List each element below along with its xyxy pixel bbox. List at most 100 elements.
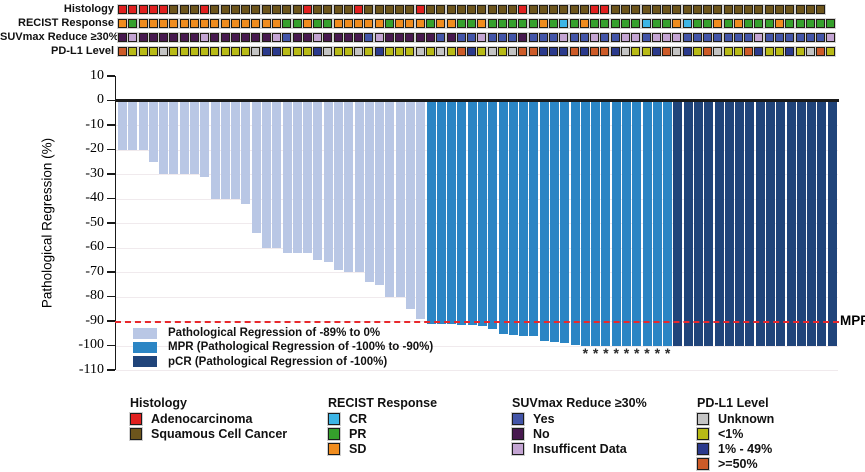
legend-item: Squamous Cell Cancer: [130, 426, 287, 441]
bar: [241, 101, 251, 204]
track-cell: [600, 5, 610, 14]
track-cell: [282, 33, 292, 42]
track-cell: [282, 19, 292, 28]
track-cell: [651, 47, 661, 56]
track-cell: [374, 47, 384, 56]
gridline: [116, 370, 838, 371]
track-cell: [569, 33, 579, 42]
track-cell: [713, 19, 723, 28]
track-cell: [425, 47, 435, 56]
track-cell: [703, 19, 713, 28]
track-cell: [374, 5, 384, 14]
track-cell: [395, 19, 405, 28]
track-cell: [816, 5, 826, 14]
track-cell: [405, 19, 415, 28]
track-cell: [148, 33, 158, 42]
track-cell: [795, 19, 805, 28]
bar: [138, 101, 148, 150]
track-cell: [128, 5, 138, 14]
bar: [200, 101, 210, 177]
track-cell: [631, 5, 641, 14]
bar: [765, 101, 775, 346]
track-cell: [138, 47, 148, 56]
bar: [827, 101, 837, 346]
track-cell: [795, 5, 805, 14]
track-row-pd-l1-level: PD-L1 Level: [0, 45, 836, 58]
bar: [663, 101, 673, 346]
track-cell: [415, 33, 425, 42]
track-cell: [816, 47, 826, 56]
bar: [735, 101, 745, 346]
track-cell: [179, 19, 189, 28]
track-cell: [723, 47, 733, 56]
bar: [683, 101, 693, 346]
track-cell: [261, 19, 271, 28]
track-cell: [138, 19, 148, 28]
track-cell: [159, 19, 169, 28]
bar: [776, 101, 786, 346]
track-cell: [456, 19, 466, 28]
plot-legend: Pathological Regression of -89% to 0% MPR…: [133, 326, 433, 369]
track-cell: [405, 47, 415, 56]
legend-swatch: [512, 442, 524, 455]
track-cell: [703, 5, 713, 14]
track-cell: [590, 33, 600, 42]
track-cell: [241, 5, 251, 14]
legend-item: >=50%: [697, 456, 774, 471]
track-label: PD-L1 Level: [51, 45, 114, 57]
track-cell: [343, 19, 353, 28]
y-tick-label: -80: [85, 288, 104, 303]
gridline: [116, 125, 838, 126]
track-cell: [313, 33, 323, 42]
track-cell: [384, 33, 394, 42]
y-tick-label: -100: [78, 337, 104, 352]
track-cell: [118, 33, 127, 42]
bar: [364, 101, 374, 283]
track-cell: [159, 5, 169, 14]
track-cell: [405, 5, 415, 14]
y-tick-label: 0: [97, 92, 104, 107]
track-cell: [549, 5, 559, 14]
track-cell: [384, 5, 394, 14]
bar: [447, 101, 457, 324]
track-cell: [436, 5, 446, 14]
y-tick-label: 10: [90, 67, 104, 83]
track-cell: [456, 33, 466, 42]
track-cell: [364, 5, 374, 14]
bar: [621, 101, 631, 346]
track-cell: [230, 5, 240, 14]
track-cell: [364, 33, 374, 42]
track-cell: [210, 33, 220, 42]
legend-item: No: [512, 426, 647, 441]
track-cell: [467, 47, 477, 56]
track-cell: [826, 33, 836, 42]
track-cell: [415, 5, 425, 14]
track-cell: [436, 19, 446, 28]
plot-legend-row: Pathological Regression of -89% to 0%: [133, 326, 433, 340]
track-cell: [159, 47, 169, 56]
track-label: SUVmax Reduce ≥30%: [0, 31, 119, 43]
track-cell: [579, 47, 589, 56]
track-cell: [692, 5, 702, 14]
track-cell: [313, 5, 323, 14]
plot-legend-row: MPR (Pathological Regression of -100% to…: [133, 340, 433, 354]
track-cell: [333, 47, 343, 56]
y-axis-title: Pathological Regression (%): [39, 137, 55, 309]
y-tick-label: -60: [85, 239, 104, 254]
track-cell: [600, 47, 610, 56]
bar: [673, 101, 683, 346]
bar: [375, 101, 385, 285]
track-cell: [692, 33, 702, 42]
track-cell: [128, 33, 138, 42]
bar: [755, 101, 765, 346]
track-cell: [446, 19, 456, 28]
legend-swatch: [697, 457, 709, 470]
track-cell: [313, 19, 323, 28]
legend-swatch: [328, 412, 340, 425]
track-cell: [220, 47, 230, 56]
track-cell: [292, 19, 302, 28]
bar: [313, 101, 323, 261]
bar: [189, 101, 199, 175]
track-cell: [610, 5, 620, 14]
legend-item-label: Squamous Cell Cancer: [151, 426, 288, 441]
